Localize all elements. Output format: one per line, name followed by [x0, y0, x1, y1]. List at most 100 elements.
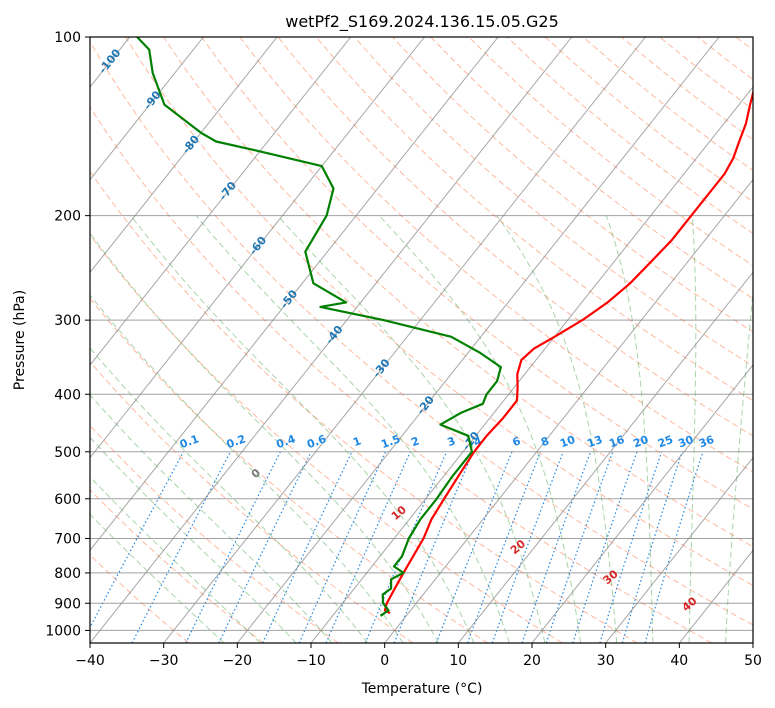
mixing-ratio-line [491, 451, 564, 643]
moist-adiabat-line [195, 215, 510, 643]
y-axis-label: Pressure (hPa) [12, 290, 28, 390]
isotherm-line [236, 37, 720, 643]
mixing-ratio-line [545, 451, 614, 643]
mixing-ratio-label: 3 [446, 434, 458, 449]
isotherm-line [90, 37, 204, 181]
x-tick-label: 40 [670, 653, 688, 669]
mixing-ratio-label: 0.2 [225, 432, 248, 451]
moist-adiabat-line [90, 436, 297, 643]
y-tick-label: 800 [54, 566, 81, 582]
isotherm-line [90, 37, 352, 366]
mixing-ratio-label: 16 [607, 433, 626, 451]
moist-adiabat-line [725, 285, 753, 643]
mixing-ratio-line [521, 451, 592, 643]
moist-adiabat-line [90, 232, 439, 643]
x-axis-label: Temperature (°C) [361, 681, 483, 697]
dry-adiabat-line [201, 37, 753, 510]
dewpoint-profile-line [136, 37, 502, 617]
mixing-ratio-label: 2 [409, 434, 421, 449]
isotherm-line [90, 37, 499, 552]
dry-adiabat-line [90, 489, 264, 643]
isotherm-line [605, 456, 753, 643]
isotherm-line [310, 86, 753, 643]
y-axis-ticks: 100 200 300 400 500 600 700 800 900 1000 [45, 30, 90, 639]
moist-adiabat-line [90, 294, 404, 643]
y-tick-label: 900 [54, 596, 81, 612]
moist-adiabat-line [378, 215, 582, 643]
isotherm-line [531, 364, 753, 643]
y-tick-label: 500 [54, 445, 81, 461]
moist-adiabat-line [90, 476, 261, 643]
dry-adiabat-line [315, 37, 753, 402]
mixing-ratio-label: 1.5 [379, 432, 402, 451]
mixing-ratio-line [90, 451, 185, 629]
plot-frame [89, 36, 754, 644]
x-tick-label: 10 [449, 653, 467, 669]
x-axis-ticks: −40 −30 −20 −10 0 10 20 30 40 50 [75, 643, 762, 669]
x-tick-label: 0 [380, 653, 389, 669]
dry-adiabat-line [90, 40, 753, 626]
isotherm-line [90, 37, 278, 274]
dry-adiabat-line [90, 234, 563, 643]
y-tick-label: 100 [54, 30, 81, 46]
x-tick-label: −40 [75, 653, 105, 669]
isotherm-line [90, 37, 573, 643]
moist-adiabat-line [277, 215, 546, 643]
y-tick-label: 400 [54, 387, 81, 403]
y-tick-label: 200 [54, 209, 81, 225]
mixing-ratio-label: 10 [558, 433, 577, 451]
moist-adiabat-line [496, 215, 618, 643]
y-tick-label: 1000 [45, 623, 81, 639]
dry-adiabat-line [90, 297, 488, 643]
y-tick-label: 700 [54, 532, 81, 548]
moist-adiabat-line [130, 215, 475, 643]
mixing-ratio-line [435, 451, 513, 643]
mixing-ratio-line [185, 451, 281, 643]
moist-adiabat-line [688, 215, 697, 643]
dry-adiabat-line [90, 170, 638, 643]
mixing-ratio-line [364, 451, 448, 643]
mixing-ratio-line [572, 451, 638, 643]
isotherm-line [384, 178, 753, 643]
mixing-ratio-line [599, 451, 663, 643]
moist-adiabat-line [90, 394, 333, 643]
plot-area: -100-90-80-70-60-50-40-30-20-100.1 0.2 0.4… [90, 37, 753, 643]
mixing-ratio-label: 36 [697, 433, 716, 451]
mixing-ratio-label: 6 [511, 434, 523, 449]
isotherm-line [90, 37, 425, 459]
isobars [90, 37, 753, 631]
y-tick-label: 600 [54, 492, 81, 508]
mixing-ratio-line [325, 451, 411, 643]
moist-adiabats [90, 215, 753, 643]
sounding-profiles [136, 37, 753, 617]
y-tick-label: 300 [54, 313, 81, 329]
temperature-profile-line [383, 88, 753, 615]
mixing-ratio-label: 13 [585, 433, 604, 450]
mixing-ratio-line [621, 451, 683, 643]
mixing-ratio-label: 1 [351, 434, 363, 449]
mixing-ratio-label: 8 [539, 434, 551, 449]
x-tick-label: −20 [223, 653, 253, 669]
isotherms [90, 37, 753, 643]
x-tick-label: 20 [523, 653, 541, 669]
x-tick-label: −10 [296, 653, 326, 669]
x-tick-label: 50 [744, 653, 762, 669]
mixing-ratio-label: 4 [472, 434, 484, 449]
isotherm-line [163, 37, 646, 643]
chart-title: wetPf2_S169.2024.136.15.05.G25 [285, 12, 559, 32]
moist-adiabat-line [605, 215, 654, 643]
mixing-ratio-label: 25 [656, 433, 675, 450]
dry-adiabat-line [124, 37, 753, 587]
x-tick-label: 30 [597, 653, 615, 669]
moist-adiabat-line [90, 347, 369, 643]
x-tick-label: −30 [149, 653, 179, 669]
mixing-ratio-line [466, 451, 542, 643]
isotherm-line [457, 271, 753, 643]
mixing-ratio-label: 20 [631, 433, 650, 451]
dry-adiabat-line [90, 424, 339, 643]
mixing-ratio-label: 0.6 [305, 432, 328, 451]
dry-adiabat-line [430, 37, 753, 300]
dry-adiabat-line [354, 37, 753, 367]
mixing-ratio-label: 0.4 [274, 432, 297, 451]
